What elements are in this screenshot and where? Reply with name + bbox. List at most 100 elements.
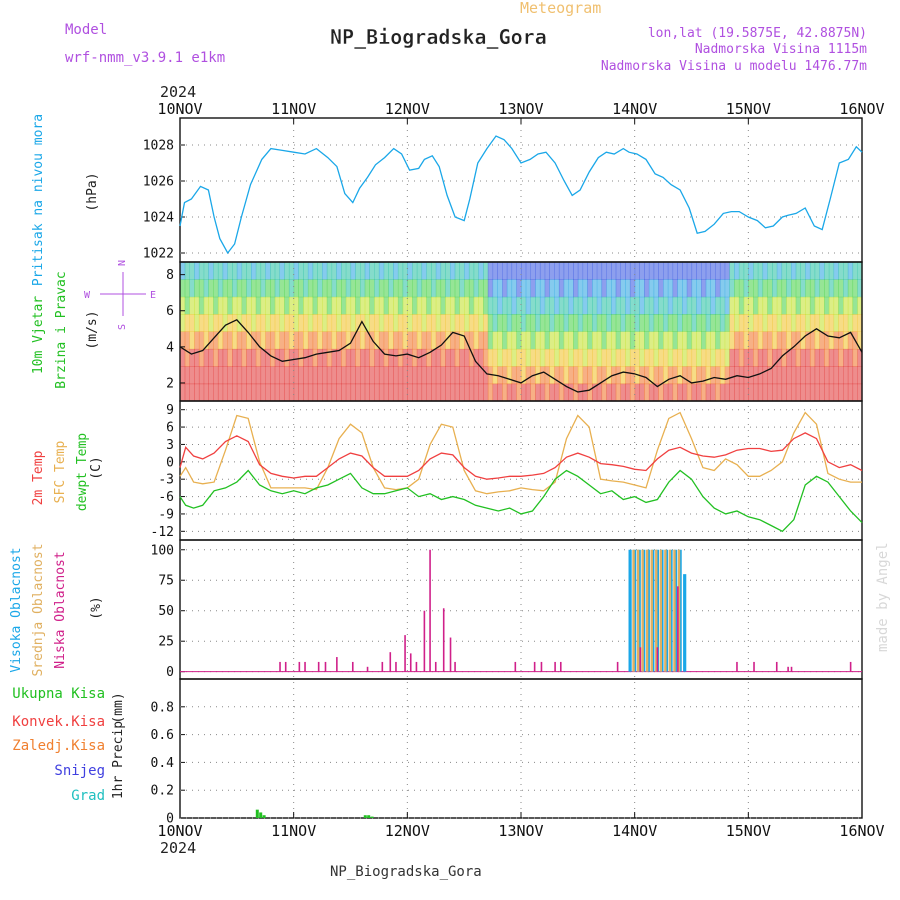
wind-field-cell (791, 262, 797, 280)
wind-field-cell (336, 262, 342, 280)
wind-field-cell (625, 348, 631, 367)
wind-field-cell (620, 314, 626, 332)
wind-field-cell (563, 331, 569, 350)
wind-field-cell (194, 262, 200, 280)
wind-field-cell (800, 366, 806, 385)
wind-field-cell (227, 366, 233, 385)
wind-field-cell (236, 262, 243, 280)
wind-field-cell (265, 296, 271, 315)
wind-field-cell (573, 383, 579, 402)
wind-field-cell (284, 383, 290, 402)
wind-field-cell (412, 348, 418, 367)
wind-field-cell (203, 279, 209, 298)
wind-field-cell (298, 331, 304, 350)
wind-field-cell (213, 262, 219, 280)
wind-field-cell (686, 348, 693, 367)
wind-field-cell (639, 331, 645, 350)
wind-field-cell (336, 279, 342, 298)
wind-field-cell (312, 314, 318, 332)
low-cloud-bar (514, 661, 517, 672)
wind-field-cell (331, 383, 337, 402)
wind-field-cell (772, 348, 778, 367)
x-label-top: 13NOV (498, 100, 543, 118)
wind-field-cell (625, 296, 631, 315)
wind-field-cell (208, 262, 214, 280)
wind-field-cell (568, 296, 574, 315)
wind-field-cell (364, 366, 370, 385)
y-tick-label: 0 (166, 665, 174, 680)
y-ticks: 100 75 50 25 0 (151, 543, 862, 680)
wind-field-cell (492, 314, 498, 332)
wind-field-cell (241, 296, 247, 315)
wind-field-cell (445, 366, 451, 385)
wind-field-cell (397, 366, 404, 385)
wind-field-cell (724, 348, 730, 367)
wind-field-cell (648, 366, 655, 385)
y-tick-label: 0 (166, 812, 174, 827)
wind-field-cell (611, 279, 617, 298)
wind-field-cell (360, 331, 366, 350)
model-label: Model (65, 22, 107, 38)
wind-field-cell (686, 366, 693, 385)
wind-field-cell (658, 314, 664, 332)
wind-field-cell (416, 331, 423, 350)
wind-field-cell (748, 383, 754, 402)
wind-field-cell (317, 366, 323, 385)
high-cloud-bar (628, 549, 632, 672)
wind-field-cell (322, 296, 328, 315)
wind-field-cell (691, 348, 697, 367)
wind-field-cell (620, 383, 626, 402)
wind-field-cell (539, 366, 546, 385)
wind-field-cell (857, 331, 863, 350)
wind-field-cell (701, 331, 707, 350)
wind-field-cell (412, 279, 418, 298)
wind-field-cell (194, 314, 200, 332)
wind-field-cell (705, 383, 711, 402)
wind-field-cell (663, 366, 669, 385)
wind-field-cell (360, 383, 366, 402)
wind-field-cell (279, 279, 285, 298)
wind-field-cell (843, 279, 849, 298)
low-cloud-bar (434, 661, 437, 672)
wind-field-cell (724, 331, 730, 350)
low-cloud-bar (298, 661, 301, 672)
wind-field-cell (317, 296, 323, 315)
wind-field-cell (487, 314, 494, 332)
model-elevation-text: Nadmorska Visina u modelu 1476.77m (601, 59, 867, 74)
wind-field-cell (307, 314, 314, 332)
wind-field-cell (516, 331, 522, 350)
wind-field-cell (686, 296, 693, 315)
wind-field-cell (729, 383, 735, 402)
wind-field-cell (743, 296, 749, 315)
wind-field-cell (658, 296, 664, 315)
wind-field-cell (776, 383, 783, 402)
wind-field-cell (805, 348, 811, 367)
wind-field-cell (184, 366, 190, 385)
wind-field-cell (270, 279, 276, 298)
wind-field-cell (819, 366, 825, 385)
wind-field-cell (511, 348, 517, 367)
precip-bar (255, 809, 259, 818)
wind-field-cell (625, 331, 631, 350)
wind-field-cell (852, 314, 858, 332)
wind-field-cell (487, 331, 494, 350)
wind-field-cell (288, 383, 295, 402)
wind-field-cell (644, 366, 650, 385)
y-tick-label: 0 (166, 455, 174, 470)
wind-field-cell (582, 314, 588, 332)
wind-field-cell (217, 331, 224, 350)
wind-field-cell (284, 314, 290, 332)
wind-field-cell (180, 279, 186, 298)
low-cloud-bar (559, 661, 562, 672)
wind-field-cell (478, 331, 484, 350)
wind-field-cell (814, 279, 820, 298)
wind-field-cell (620, 331, 626, 350)
wind-field-cell (506, 331, 513, 350)
wind-field-cell (814, 314, 820, 332)
wind-field-cell (653, 383, 659, 402)
wind-field-cell (374, 262, 380, 280)
wind-field-cell (194, 383, 200, 402)
wind-field-cell (554, 279, 560, 298)
wind-field-cell (682, 296, 688, 315)
wind-field-cell (554, 262, 560, 280)
